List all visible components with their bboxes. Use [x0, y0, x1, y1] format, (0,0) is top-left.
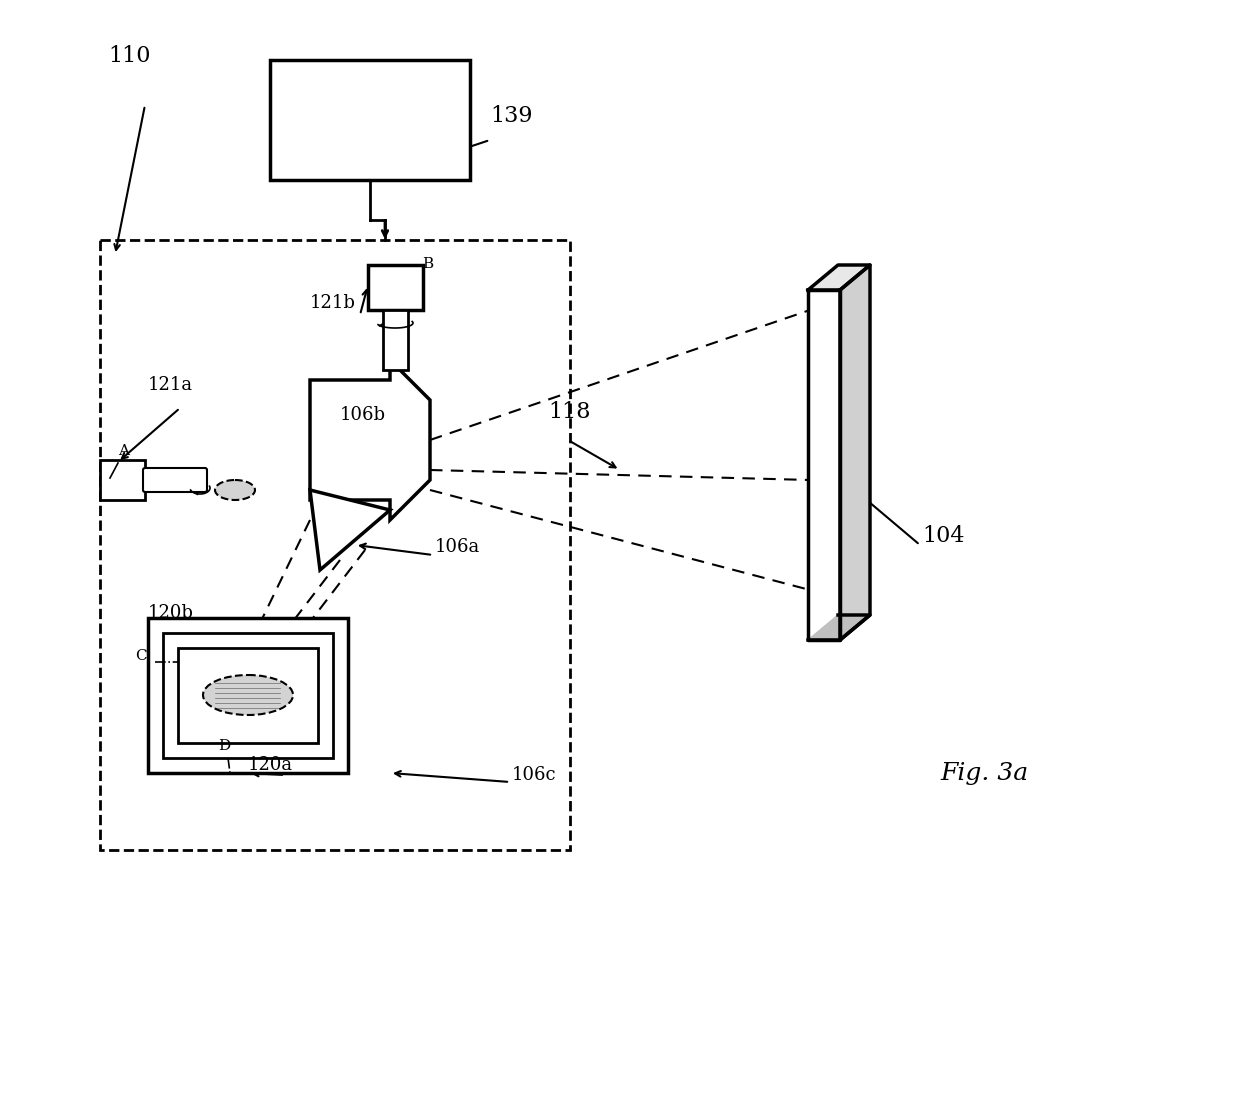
Text: B: B [422, 257, 433, 271]
Bar [179, 648, 317, 743]
Bar [162, 633, 334, 757]
Text: 110: 110 [108, 45, 150, 67]
Text: A: A [118, 444, 129, 458]
Text: D: D [218, 739, 231, 753]
Polygon shape [808, 265, 870, 290]
Text: 104: 104 [923, 525, 965, 547]
Bar [383, 310, 408, 370]
Ellipse shape [215, 480, 255, 500]
Bar [148, 618, 348, 773]
Text: 139: 139 [490, 105, 532, 127]
Bar [100, 460, 145, 500]
Polygon shape [310, 360, 430, 520]
Text: 106a: 106a [435, 538, 480, 556]
Ellipse shape [203, 675, 293, 715]
Text: 121b: 121b [310, 294, 356, 312]
Text: 120b: 120b [148, 604, 193, 622]
Text: Fig. 3a: Fig. 3a [940, 762, 1028, 785]
Text: 106b: 106b [340, 406, 386, 424]
Text: 118: 118 [548, 401, 590, 423]
Polygon shape [808, 615, 870, 640]
Bar [100, 240, 570, 850]
Polygon shape [310, 490, 391, 570]
Polygon shape [839, 265, 870, 640]
Polygon shape [808, 290, 839, 640]
Bar [270, 59, 470, 179]
Text: 106c: 106c [512, 766, 557, 784]
Text: 121a: 121a [148, 377, 193, 394]
Text: C: C [135, 648, 146, 663]
Bar [368, 265, 423, 310]
FancyBboxPatch shape [143, 468, 207, 492]
Text: 120a: 120a [248, 756, 293, 774]
